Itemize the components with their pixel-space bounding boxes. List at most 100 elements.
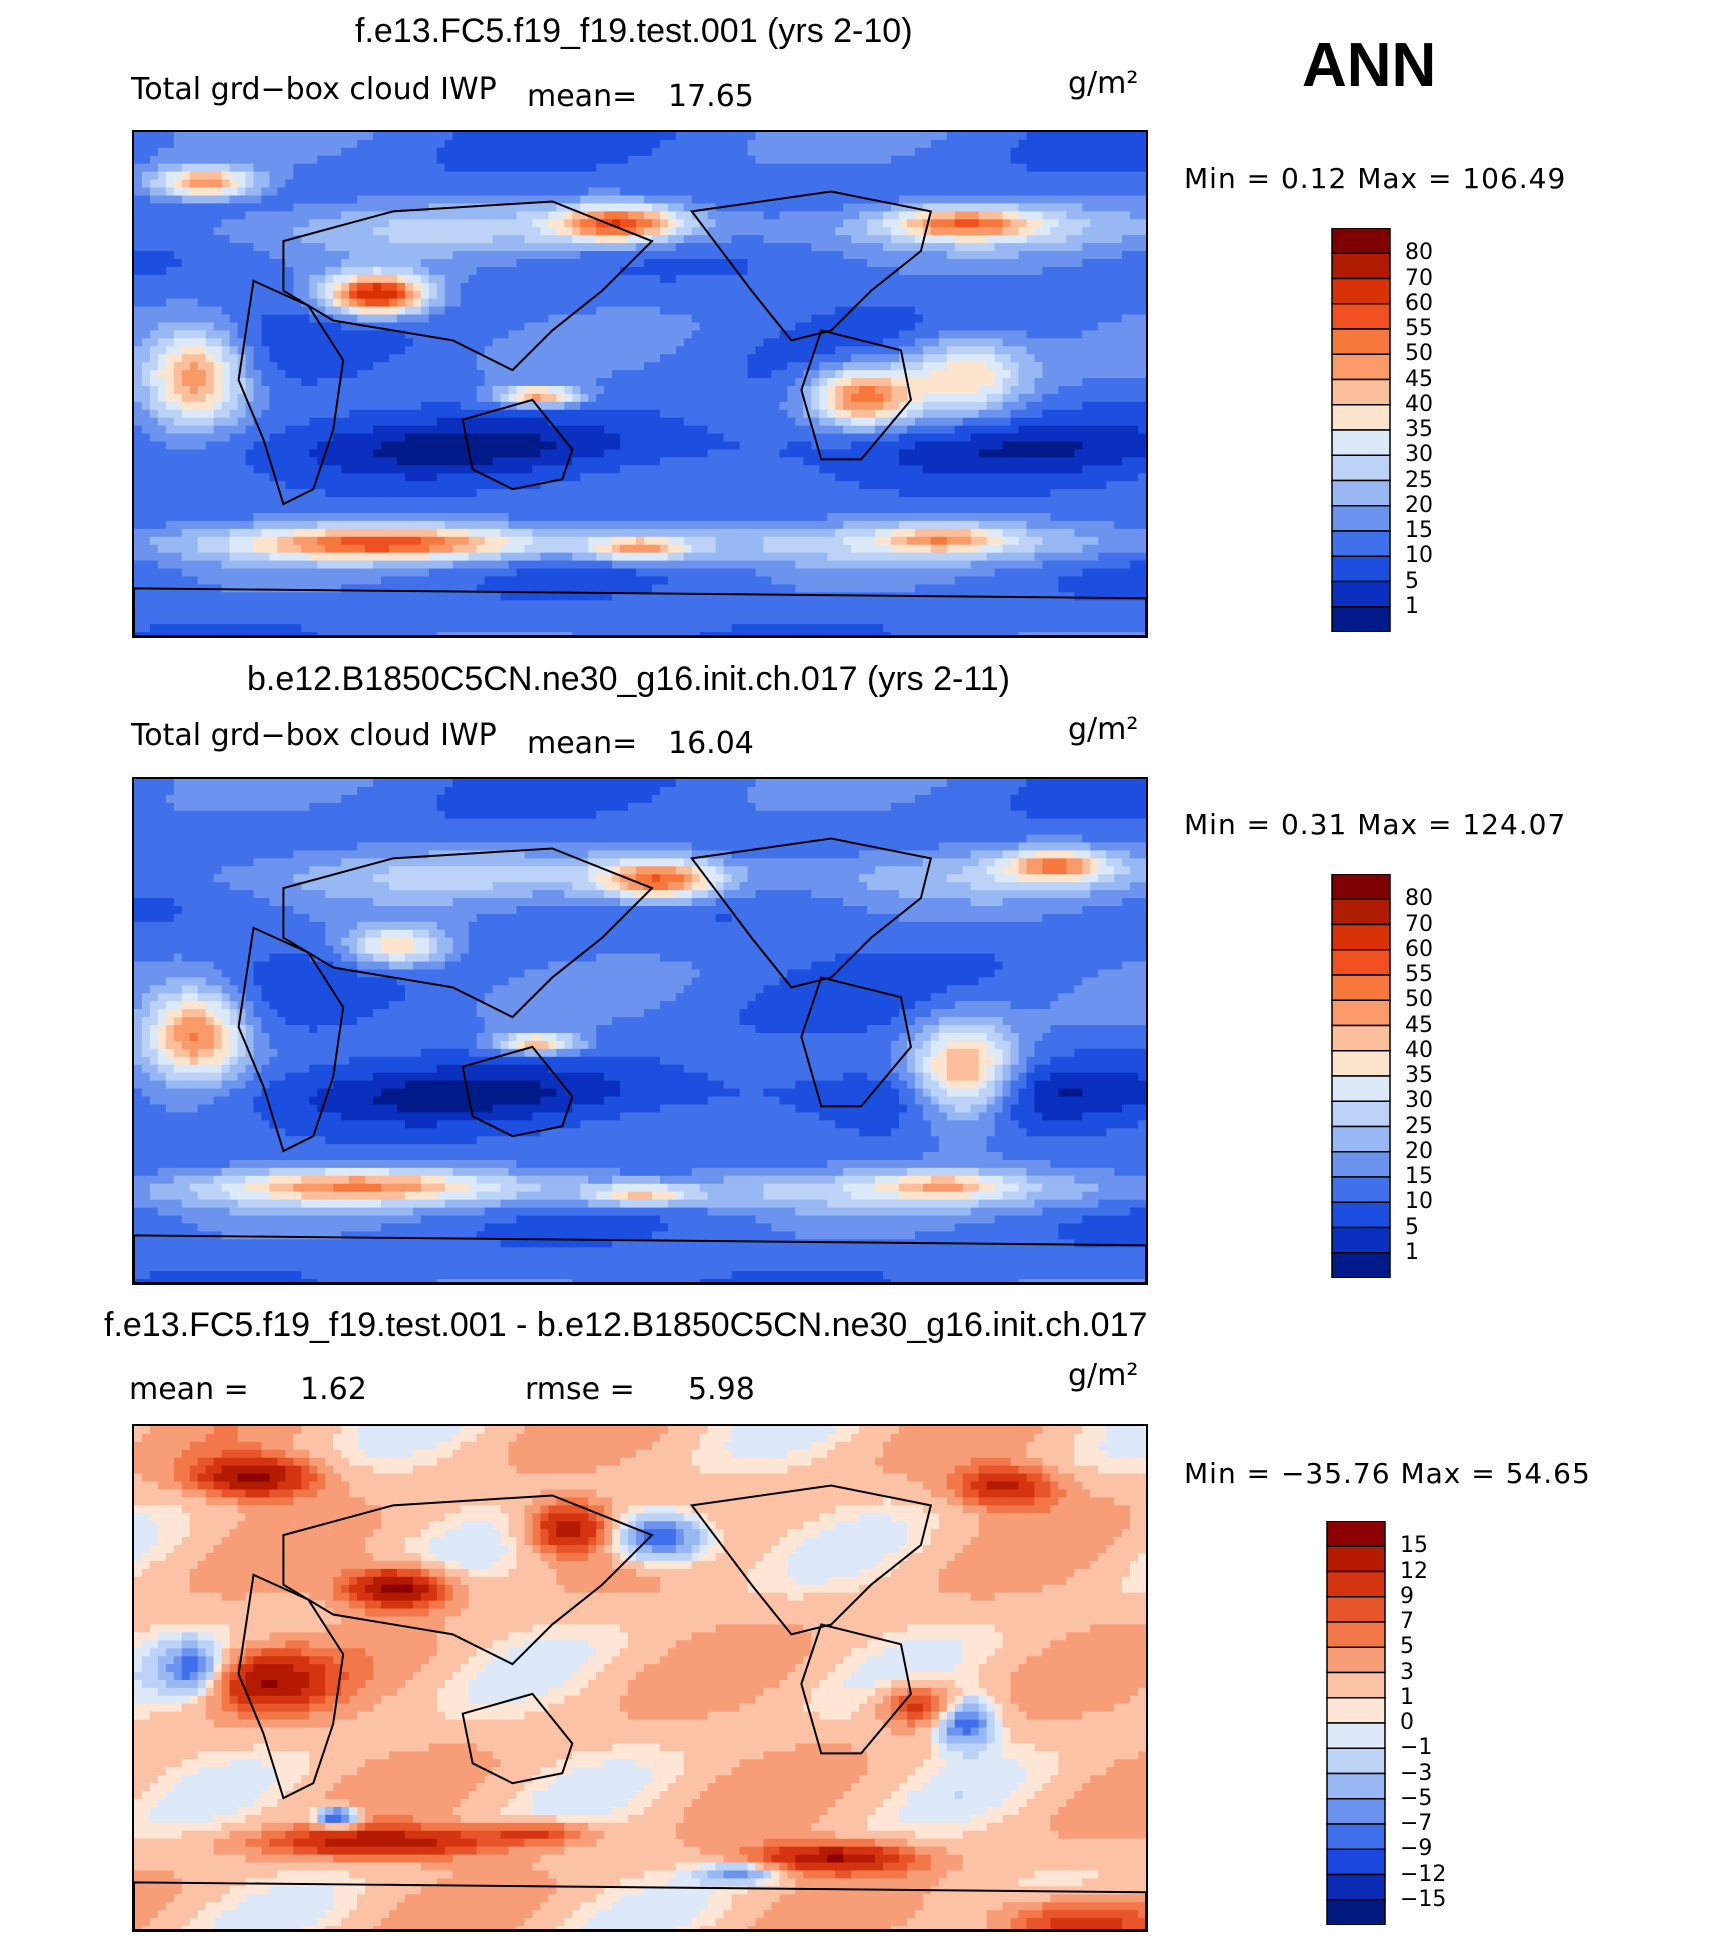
colorbar-box <box>1331 1201 1391 1229</box>
panel-2-colorbar: 80 70 60 55 50 45 40 35 30 25 20 15 10 5 1 <box>1331 874 1433 1278</box>
panel-2-mean-label: mean= <box>527 726 637 761</box>
colorbar-box <box>1331 530 1391 557</box>
coastline <box>282 847 654 1019</box>
colorbar-tick-label: −1 <box>1400 1735 1432 1760</box>
panel-2-minmax: Min = 0.31 Max = 124.07 <box>1184 808 1566 841</box>
colorbar-tick-label: 30 <box>1405 1088 1433 1113</box>
colorbar-tick-label: 9 <box>1400 1584 1414 1609</box>
colorbar-box <box>1331 555 1391 583</box>
colorbar-box <box>1326 1798 1386 1825</box>
colorbar-tick-label: 55 <box>1405 316 1433 341</box>
colorbar-box <box>1326 1570 1386 1598</box>
colorbar-tick-label: 45 <box>1405 367 1433 392</box>
colorbar-tick-label: 5 <box>1400 1634 1414 1659</box>
panel-3-rmse-value: 5.98 <box>688 1372 755 1407</box>
coastline <box>689 1484 933 1636</box>
colorbar-box <box>1326 1646 1386 1674</box>
coastline <box>800 976 912 1108</box>
colorbar-box <box>1326 1671 1386 1699</box>
colorbar-tick-label: 7 <box>1400 1609 1414 1634</box>
colorbar-tick-label: 20 <box>1405 1139 1433 1164</box>
colorbar-box <box>1326 1772 1386 1800</box>
colorbar-box <box>1326 1873 1386 1901</box>
panel-3-mean-label: mean = <box>129 1372 249 1407</box>
colorbar-box <box>1331 429 1391 456</box>
colorbar-tick-label: −12 <box>1400 1862 1446 1887</box>
colorbar-tick-label: −15 <box>1400 1887 1446 1912</box>
panel-3-minmax: Min = −35.76 Max = 54.65 <box>1184 1457 1591 1490</box>
colorbar-tick-label: 3 <box>1400 1660 1414 1685</box>
panel-3-map <box>132 1424 1148 1932</box>
coastline <box>134 1881 1146 1930</box>
colorbar-box <box>1326 1521 1386 1547</box>
colorbar-box <box>1331 580 1391 608</box>
panel-3-rmse-label: rmse = <box>525 1372 635 1407</box>
season-label: ANN <box>1302 30 1436 101</box>
coastline <box>461 398 574 491</box>
panel-1-mean-value: 17.65 <box>668 79 754 114</box>
colorbar-box <box>1326 1848 1386 1876</box>
colorbar-tick-label: 60 <box>1405 291 1433 316</box>
panel-2-title: b.e12.B1850C5CN.ne30_g16.init.ch.017 (yr… <box>247 660 1010 699</box>
colorbar-box <box>1331 303 1391 330</box>
panel-3-colorbar: 15 12 9 7 5 3 1 0 −1 −3 −5 −7 −9 −12 −15 <box>1326 1521 1446 1925</box>
coastline <box>282 1494 654 1666</box>
panel-1-map <box>132 130 1148 638</box>
colorbar-box <box>1326 1621 1386 1648</box>
panel-2-field <box>134 779 1146 1283</box>
panel-3-mean-value: 1.62 <box>300 1372 367 1407</box>
colorbar-tick-label: 10 <box>1405 543 1433 568</box>
colorbar-box <box>1326 1747 1386 1775</box>
colorbar-tick-label: 40 <box>1405 392 1433 417</box>
colorbar-tick-label: 12 <box>1400 1559 1428 1584</box>
colorbar-tick-label: 25 <box>1405 1114 1433 1139</box>
colorbar-tick-label: 35 <box>1405 1063 1433 1088</box>
panel-2-mean-value: 16.04 <box>668 726 754 761</box>
colorbar-box <box>1331 1050 1391 1077</box>
colorbar-box <box>1326 1545 1386 1573</box>
coastline <box>237 1573 345 1800</box>
coastline <box>800 1623 912 1755</box>
colorbar-swatches <box>1326 1521 1386 1925</box>
colorbar-box <box>1331 1024 1391 1052</box>
colorbar-swatches <box>1331 874 1391 1278</box>
colorbar-box <box>1331 479 1391 507</box>
colorbar-box <box>1326 1899 1386 1925</box>
colorbar-tick-label: 50 <box>1405 341 1433 366</box>
colorbar-box <box>1331 404 1391 431</box>
panel-1-minmax: Min = 0.12 Max = 106.49 <box>1184 162 1566 195</box>
colorbar-tick-label: 35 <box>1405 417 1433 442</box>
panel-1-units: g/m² <box>1068 66 1138 101</box>
coastline <box>134 587 1146 636</box>
colorbar-tick-label: 0 <box>1400 1710 1414 1735</box>
panel-1-title: f.e13.FC5.f19_f19.test.001 (yrs 2-10) <box>355 12 913 51</box>
panel-2-variable: Total grd−box cloud IWP <box>131 718 497 753</box>
colorbar-box <box>1326 1697 1386 1724</box>
colorbar-tick-label: 70 <box>1405 912 1433 937</box>
colorbar-box <box>1331 353 1391 381</box>
colorbar-box <box>1331 974 1391 1001</box>
panel-1-mean-label: mean= <box>527 79 637 114</box>
colorbar-tick-label: 10 <box>1405 1189 1433 1214</box>
colorbar-box <box>1331 999 1391 1027</box>
colorbar-swatches <box>1331 228 1391 632</box>
colorbar-tick-label: 55 <box>1405 962 1433 987</box>
colorbar-box <box>1326 1823 1386 1850</box>
colorbar-box <box>1331 454 1391 482</box>
colorbar-box <box>1326 1722 1386 1749</box>
coastline <box>237 926 345 1153</box>
colorbar-box <box>1326 1596 1386 1623</box>
colorbar-tick-label: 15 <box>1400 1533 1428 1558</box>
colorbar-tick-label: 50 <box>1405 987 1433 1012</box>
colorbar-box <box>1331 923 1391 951</box>
colorbar-tick-label: 15 <box>1405 518 1433 543</box>
colorbar-tick-label: 15 <box>1405 1164 1433 1189</box>
coastline <box>282 200 654 372</box>
colorbar-tick-label: 70 <box>1405 266 1433 291</box>
colorbar-box <box>1331 505 1391 532</box>
colorbar-box <box>1331 277 1391 305</box>
coastline <box>689 190 933 342</box>
colorbar-box <box>1331 1176 1391 1203</box>
colorbar-tick-label: −9 <box>1400 1836 1432 1861</box>
colorbar-tick-label: 1 <box>1400 1685 1414 1710</box>
